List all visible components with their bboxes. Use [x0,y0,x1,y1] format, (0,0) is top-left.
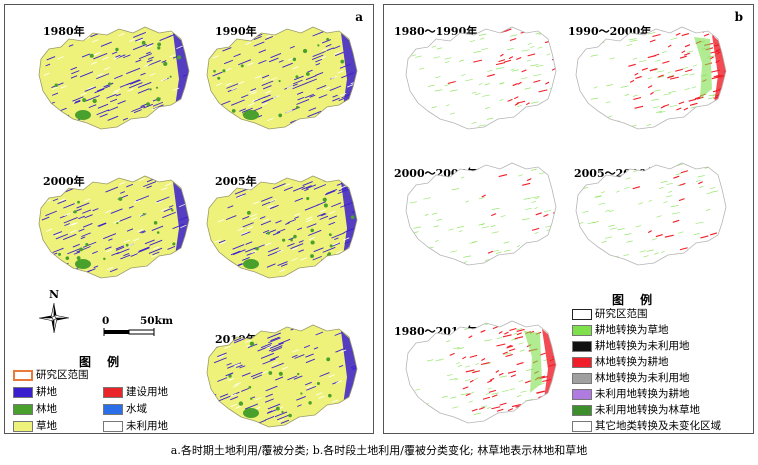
legend-a-forest: 林地 [13,403,57,416]
legend-b-farm-to-unused: 耕地转换为未利用地 [572,340,690,353]
legend-b-unused-to-forestgrass: 未利用地转换为林草地 [572,404,700,417]
legend-b-forest-to-farm-swatch [572,357,592,368]
land-use-map-2005 [206,175,358,279]
legend-b-farm-to-grass-label: 耕地转换为草地 [595,324,669,336]
legend-b-forest-to-unused: 林地转换为未利用地 [572,372,690,385]
map-title-b-1980-1990: 1980～1990年 [394,25,478,38]
legend-b-other-unchanged-swatch [572,421,592,432]
legend-a-water-swatch [103,404,123,415]
figure-caption: a.各时期土地利用/覆被分类; b.各时段土地利用/覆被分类变化; 林草地表示林… [170,444,588,457]
change-map-1990-2000 [575,26,727,130]
legend-a-unused-swatch [103,421,123,432]
legend-a-grassland-swatch [13,421,33,432]
legend-a-built-up-swatch [103,387,123,398]
land-use-map-2000 [38,175,190,279]
legend-b-forest-to-farm: 林地转换为耕地 [572,356,669,369]
scale-bar [103,328,155,336]
legend-b-farm-to-unused-label: 耕地转换为未利用地 [595,340,690,352]
legend-a-study-area: 研究区范围 [13,369,89,382]
legend-b-farm-to-grass: 耕地转换为草地 [572,324,669,337]
legend-b-farm-to-grass-swatch [572,325,592,336]
map-title-a-1980: 1980年 [43,25,85,38]
panel-b-label: b [734,10,743,24]
legend-b-study-area: 研究区范围 [572,308,648,321]
legend-b-unused-to-farm-swatch [572,389,592,400]
legend-a-title: 图 例 [79,355,126,369]
compass-north-label: N [49,288,60,301]
legend-b-unused-to-farm: 未利用地转换为耕地 [572,388,690,401]
change-map-1980-2010 [405,320,557,424]
scale-start-label: 0 [102,315,110,327]
legend-a-grassland: 草地 [13,420,57,433]
legend-b-other-unchanged: 其它地类转换及未变化区域 [572,420,721,433]
legend-b-study-area-swatch [572,309,592,320]
panel-a-label: a [355,10,363,24]
legend-a-farmland: 耕地 [13,386,57,399]
legend-a-water-label: 水域 [126,403,147,415]
legend-a-study-area-swatch [13,370,33,381]
legend-a-built-up: 建设用地 [103,386,168,399]
legend-a-built-up-label: 建设用地 [126,386,168,398]
legend-b-title: 图 例 [612,293,659,307]
change-map-1980-1990 [405,26,557,130]
map-title-a-1990: 1990年 [215,25,257,38]
legend-b-forest-to-unused-label: 林地转换为未利用地 [595,372,690,384]
legend-b-unused-to-forestgrass-swatch [572,405,592,416]
scale-end-label: 50km [140,315,173,327]
legend-a-study-area-label: 研究区范围 [36,369,89,381]
legend-a-forest-swatch [13,404,33,415]
legend-b-unused-to-forestgrass-label: 未利用地转换为林草地 [595,404,700,416]
legend-a-farmland-swatch [13,387,33,398]
legend-b-forest-to-farm-label: 林地转换为耕地 [595,356,669,368]
legend-b-farm-to-unused-swatch [572,341,592,352]
legend-b-forest-to-unused-swatch [572,373,592,384]
legend-b-other-unchanged-label: 其它地类转换及未变化区域 [595,420,721,432]
change-map-2005-2010 [575,162,727,266]
legend-a-unused-label: 未利用地 [126,420,168,432]
legend-b-unused-to-farm-label: 未利用地转换为耕地 [595,388,690,400]
map-title-a-2000: 2000年 [43,175,85,188]
compass-rose-icon [38,302,70,334]
legend-a-forest-label: 林地 [36,403,57,415]
land-use-map-2010 [206,324,358,428]
legend-a-water: 水域 [103,403,147,416]
land-use-map-1990 [206,26,358,130]
legend-a-unused: 未利用地 [103,420,168,433]
map-title-a-2005: 2005年 [215,175,257,188]
panel-b-land-use-change: b 1980～1990年 1990～2000年 2000～2005年 2005～… [383,4,754,434]
legend-a-farmland-label: 耕地 [36,386,57,398]
legend-a-grassland-label: 草地 [36,420,57,432]
change-map-2000-2005 [405,162,557,266]
legend-b-study-area-label: 研究区范围 [595,308,648,320]
panel-a-land-use-classification: a 1980年 1990年 2000年 2005年 2010年 N 0 50km… [4,4,374,434]
land-use-map-1980 [38,26,190,130]
